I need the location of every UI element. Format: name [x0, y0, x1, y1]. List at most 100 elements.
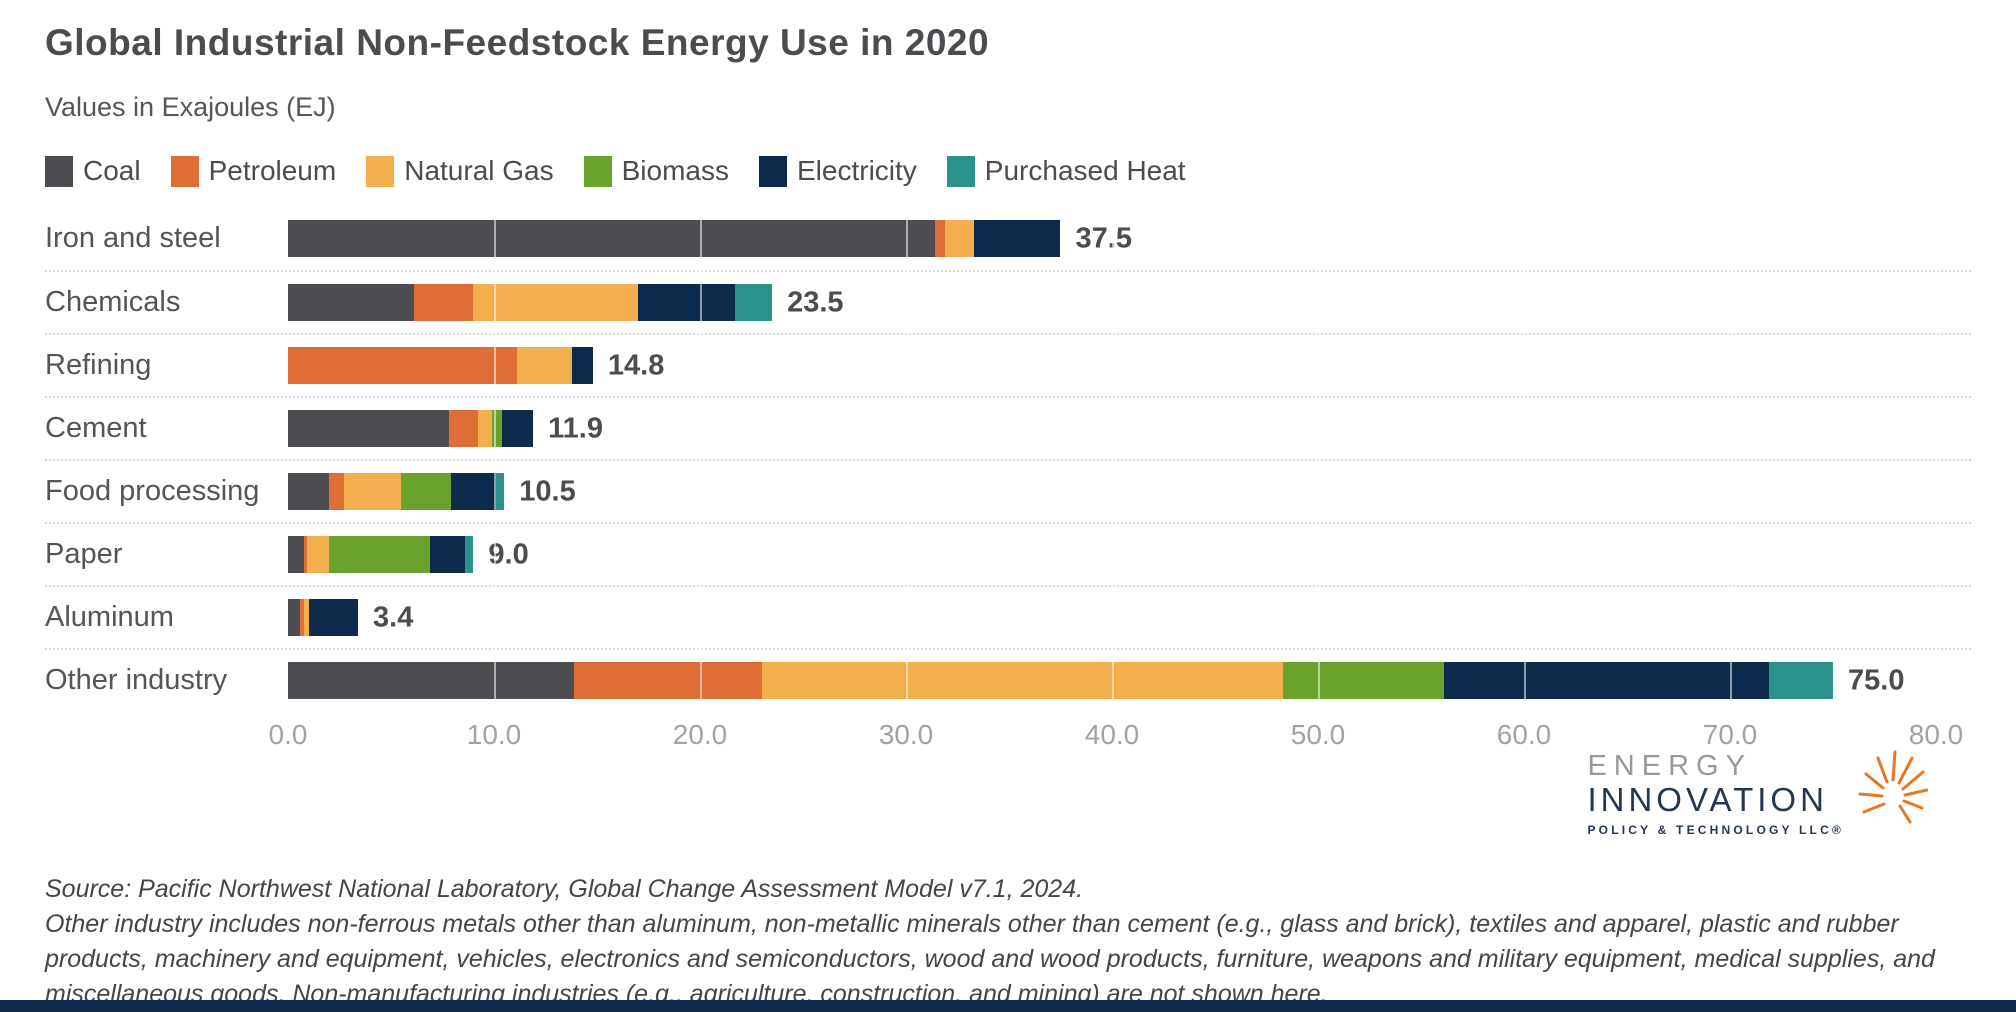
legend-label: Purchased Heat [984, 155, 1186, 186]
bar-segment-petroleum [934, 220, 946, 257]
bar-value-label: 3.4 [373, 601, 414, 633]
bar-segment-coal [288, 662, 575, 699]
bar-segment-petroleum [329, 473, 344, 510]
bar-segment-biomass [401, 473, 451, 510]
x-axis-tick: 30.0 [878, 719, 934, 750]
chart-row: Chemicals 23.5 [45, 270, 1971, 333]
bar-segment-coal [288, 284, 414, 321]
chart-row: Iron and steel 37.5 [45, 207, 1971, 270]
bar-segment-biomass [329, 536, 431, 573]
bar-segment-purchased-heat [735, 284, 773, 321]
x-axis-tick: 80.0 [1908, 719, 1964, 750]
category-label: Other industry [45, 664, 228, 696]
legend-item-petroleum: Petroleum [170, 155, 337, 187]
page-title: Global Industrial Non-Feedstock Energy U… [45, 22, 990, 63]
bar-segment-coal [288, 599, 301, 636]
bar-track: 9.0 [288, 536, 1936, 573]
energy-innovation-logo: ENERGY INNOVATION POLICY & TECHNOLOGY LL… [1587, 750, 1928, 837]
bar-segment-electricity [430, 536, 466, 573]
bar-segment-natural-gas [304, 599, 309, 636]
bar-track: 14.8 [288, 347, 1936, 384]
bar-segment-electricity [450, 473, 497, 510]
bar-segment-electricity [502, 410, 534, 447]
logo-tagline: POLICY & TECHNOLOGY LLC® [1587, 822, 1844, 837]
legend-item-natural-gas: Natural Gas [366, 155, 554, 187]
bar-segment-natural-gas [343, 473, 402, 510]
legend-label: Biomass [621, 155, 729, 186]
x-axis-tick: 60.0 [1496, 719, 1552, 750]
bar-segment-petroleum [300, 599, 305, 636]
bar-segment-natural-gas [516, 347, 573, 384]
bar-segment-petroleum [413, 284, 474, 321]
bar-track: 37.5 [288, 220, 1936, 257]
bar-value-label: 11.9 [548, 412, 603, 444]
stacked-bar-chart: Iron and steel 37.5 Chemicals 23.5 Refining 1… [45, 207, 1971, 711]
bar-segment-natural-gas [945, 220, 974, 257]
legend-swatch [170, 155, 199, 187]
category-label: Refining [45, 349, 152, 381]
x-axis-tick: 70.0 [1702, 719, 1758, 750]
sunburst-icon [1858, 750, 1928, 824]
page-subtitle: Values in Exajoules (EJ) [45, 92, 336, 122]
bar-segment-purchased-heat [496, 473, 505, 510]
bar-segment-petroleum [574, 662, 762, 699]
logo-innovation-label: INNOVATION [1587, 781, 1828, 818]
bar-segment-biomass [1282, 662, 1444, 699]
chart-row: Food processing 10.5 [45, 459, 1971, 522]
x-axis: 0.0 10.0 20.0 30.0 40.0 50.0 60.0 70.0 80.0 [269, 719, 1964, 759]
x-axis-tick: 10.0 [466, 719, 522, 750]
bar-track: 10.5 [288, 473, 1936, 510]
footnotes: Source: Pacific Northwest National Labor… [45, 872, 1945, 1012]
bar-segment-electricity [1443, 662, 1770, 699]
bar-segment-electricity [973, 220, 1061, 257]
source-line: Source: Pacific Northwest National Labor… [45, 875, 1084, 903]
bar-track: 3.4 [288, 599, 1936, 636]
bar-segment-coal [288, 220, 935, 257]
logo-energy-label: ENERGY [1587, 750, 1752, 782]
bar-segment-purchased-heat [465, 536, 474, 573]
bar-segment-electricity [572, 347, 593, 384]
legend-item-electricity: Electricity [759, 155, 917, 187]
bar-segment-coal [288, 410, 449, 447]
bar-segment-purchased-heat [1769, 662, 1833, 699]
legend-swatch [583, 155, 612, 187]
legend: Coal Petroleum Natural Gas Biomass Electrici… [45, 155, 1971, 187]
legend-swatch [759, 155, 787, 187]
chart-row: Refining 14.8 [45, 333, 1971, 396]
note-text: Other industry includes non-ferrous meta… [45, 910, 1935, 1008]
chart-row: Cement 11.9 [45, 396, 1971, 459]
bar-segment-natural-gas [477, 410, 492, 447]
bar-value-label: 37.5 [1075, 222, 1132, 254]
chart-row: Paper 9.0 [45, 522, 1971, 585]
category-label: Aluminum [45, 601, 174, 633]
chart-row: Aluminum 3.4 [45, 585, 1971, 648]
category-label: Cement [45, 412, 147, 444]
legend-label: Electricity [797, 155, 917, 186]
bar-track: 75.0 [288, 662, 1936, 699]
bar-segment-petroleum [448, 410, 478, 447]
legend-label: Natural Gas [404, 155, 554, 186]
bar-segment-petroleum [288, 347, 517, 384]
bar-track: 11.9 [288, 410, 1936, 447]
legend-swatch [946, 155, 975, 187]
legend-item-purchased-heat: Purchased Heat [946, 155, 1186, 187]
legend-swatch [45, 155, 73, 187]
bar-value-label: 23.5 [787, 286, 844, 318]
bar-segment-biomass [491, 410, 503, 447]
bar-segment-petroleum [304, 536, 307, 573]
category-label: Iron and steel [45, 222, 221, 254]
legend-label: Petroleum [208, 155, 337, 186]
legend-swatch [366, 155, 395, 187]
x-axis-tick: 0.0 [268, 719, 308, 750]
x-axis-tick: 20.0 [672, 719, 728, 750]
x-axis-tick: 40.0 [1084, 719, 1140, 750]
bar-segment-electricity [638, 284, 735, 321]
bar-segment-natural-gas [761, 662, 1283, 699]
x-axis-tick: 50.0 [1290, 719, 1346, 750]
logo-text: ENERGY INNOVATION POLICY & TECHNOLOGY LL… [1587, 752, 1844, 837]
chart-row: Other industry 75.0 [45, 648, 1971, 711]
bar-segment-natural-gas [306, 536, 330, 573]
legend-item-coal: Coal [45, 155, 141, 187]
bar-value-label: 10.5 [519, 475, 576, 507]
